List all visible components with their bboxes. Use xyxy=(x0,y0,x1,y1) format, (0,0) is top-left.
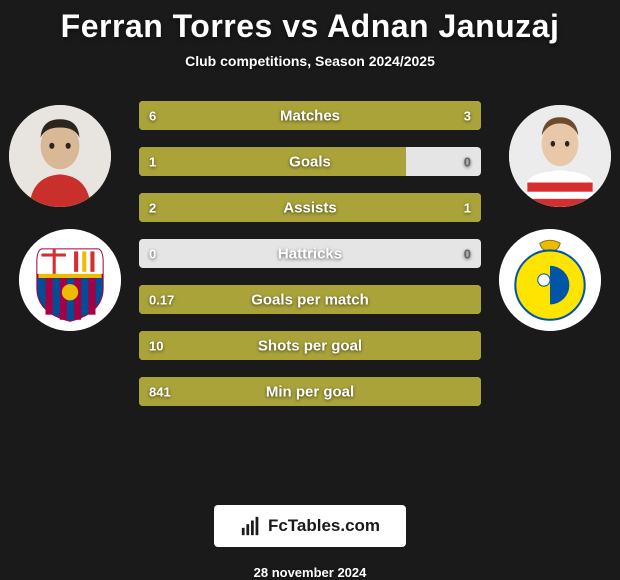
stat-row: Assists 2 1 xyxy=(139,193,481,222)
player-right-avatar xyxy=(509,105,611,207)
stat-value-left: 10 xyxy=(149,338,163,353)
stat-value-left: 2 xyxy=(149,200,156,215)
stat-value-left: 1 xyxy=(149,154,156,169)
crest-icon xyxy=(499,229,601,331)
stat-bars: Matches63Goals10Assists21Hattricks00Goal… xyxy=(139,101,481,406)
stat-value-left: 0 xyxy=(149,246,156,261)
page-title: Ferran Torres vs Adnan Januzaj xyxy=(61,8,560,45)
stat-row: Hattricks 0 0 xyxy=(139,239,481,268)
footer-date: 28 november 2024 xyxy=(254,565,367,580)
page-subtitle: Club competitions, Season 2024/2025 xyxy=(185,53,435,69)
brand-label: FcTables.com xyxy=(268,516,380,536)
stat-label: Min per goal xyxy=(266,383,354,400)
bar-fill-left xyxy=(139,147,406,176)
stat-label: Matches xyxy=(280,107,340,124)
stat-value-left: 0.17 xyxy=(149,292,174,307)
stat-value-left: 6 xyxy=(149,108,156,123)
crest-icon xyxy=(19,229,121,331)
stat-label: Goals xyxy=(289,153,331,170)
chart-area: Matches63Goals10Assists21Hattricks00Goal… xyxy=(0,97,620,487)
stat-value-right: 0 xyxy=(464,246,471,261)
stat-value-right: 3 xyxy=(464,108,471,123)
stat-row: Matches 6 3 xyxy=(139,101,481,130)
club-right-crest xyxy=(499,229,601,331)
club-left-crest xyxy=(19,229,121,331)
comparison-card: Ferran Torres vs Adnan Januzaj Club comp… xyxy=(0,0,620,580)
stat-label: Assists xyxy=(283,199,336,216)
stat-value-right: 1 xyxy=(464,200,471,215)
stat-row: Goals 1 0 xyxy=(139,147,481,176)
bar-fill-left xyxy=(139,193,406,222)
stat-value-left: 841 xyxy=(149,384,171,399)
stat-label: Shots per goal xyxy=(258,337,362,354)
stat-row: Goals per match 0.17 xyxy=(139,285,481,314)
player-left-avatar xyxy=(9,105,111,207)
stat-label: Hattricks xyxy=(278,245,342,262)
brand-badge: FcTables.com xyxy=(214,505,406,547)
person-icon xyxy=(9,105,111,207)
stat-value-right: 0 xyxy=(464,154,471,169)
bar-fill-left xyxy=(139,101,406,130)
stat-row: Shots per goal 10 xyxy=(139,331,481,360)
stat-row: Min per goal 841 xyxy=(139,377,481,406)
person-icon xyxy=(509,105,611,207)
stat-label: Goals per match xyxy=(251,291,369,308)
chart-icon xyxy=(240,515,262,537)
